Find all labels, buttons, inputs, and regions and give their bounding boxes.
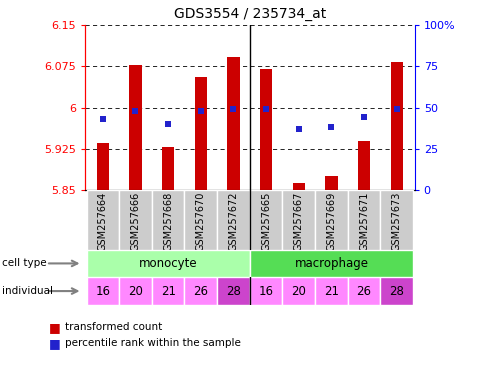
Bar (194, 77, 207, 190)
Bar (129, 65, 141, 190)
Bar (347, 277, 379, 305)
Bar (379, 190, 412, 250)
Text: 21: 21 (323, 285, 338, 298)
Bar (315, 190, 347, 250)
Bar (184, 277, 217, 305)
Text: individual: individual (2, 286, 53, 296)
Text: transformed count: transformed count (65, 322, 163, 332)
Bar (86, 277, 119, 305)
Bar (315, 277, 347, 305)
Bar (379, 277, 412, 305)
Bar (292, 184, 304, 190)
Bar (86, 190, 119, 250)
Text: GSM257664: GSM257664 (98, 192, 107, 251)
Text: GSM257669: GSM257669 (326, 192, 336, 251)
Text: GSM257668: GSM257668 (163, 192, 173, 251)
Bar (347, 190, 379, 250)
Text: 16: 16 (258, 285, 273, 298)
Bar (184, 190, 217, 250)
Text: cell type: cell type (2, 258, 47, 268)
Bar (119, 190, 151, 250)
Bar (249, 190, 282, 250)
Bar (217, 190, 249, 250)
Title: GDS3554 / 235734_at: GDS3554 / 235734_at (173, 7, 325, 21)
Text: 20: 20 (291, 285, 305, 298)
Bar (86, 250, 249, 277)
Bar (151, 190, 184, 250)
Bar (357, 141, 369, 190)
Bar (217, 277, 249, 305)
Text: percentile rank within the sample: percentile rank within the sample (65, 338, 241, 348)
Text: GSM257670: GSM257670 (196, 192, 205, 251)
Text: ■: ■ (48, 337, 60, 350)
Text: macrophage: macrophage (294, 257, 368, 270)
Bar (162, 147, 174, 190)
Text: 28: 28 (226, 285, 241, 298)
Text: 28: 28 (389, 285, 403, 298)
Bar (119, 277, 151, 305)
Text: GSM257667: GSM257667 (293, 192, 303, 251)
Text: ■: ■ (48, 321, 60, 334)
Text: GSM257666: GSM257666 (130, 192, 140, 251)
Text: 16: 16 (95, 285, 110, 298)
Bar (282, 277, 315, 305)
Text: GSM257665: GSM257665 (260, 192, 271, 251)
Bar (249, 250, 412, 277)
Bar (249, 277, 282, 305)
Bar (227, 57, 239, 190)
Bar (151, 277, 184, 305)
Text: 26: 26 (356, 285, 371, 298)
Text: GSM257671: GSM257671 (358, 192, 368, 251)
Text: monocyte: monocyte (138, 257, 197, 270)
Text: 20: 20 (128, 285, 143, 298)
Text: 26: 26 (193, 285, 208, 298)
Text: GSM257673: GSM257673 (391, 192, 401, 251)
Bar (96, 143, 109, 190)
Bar (325, 176, 337, 190)
Bar (259, 69, 272, 190)
Bar (390, 62, 402, 190)
Text: GSM257672: GSM257672 (228, 192, 238, 252)
Bar (282, 190, 315, 250)
Text: 21: 21 (160, 285, 175, 298)
